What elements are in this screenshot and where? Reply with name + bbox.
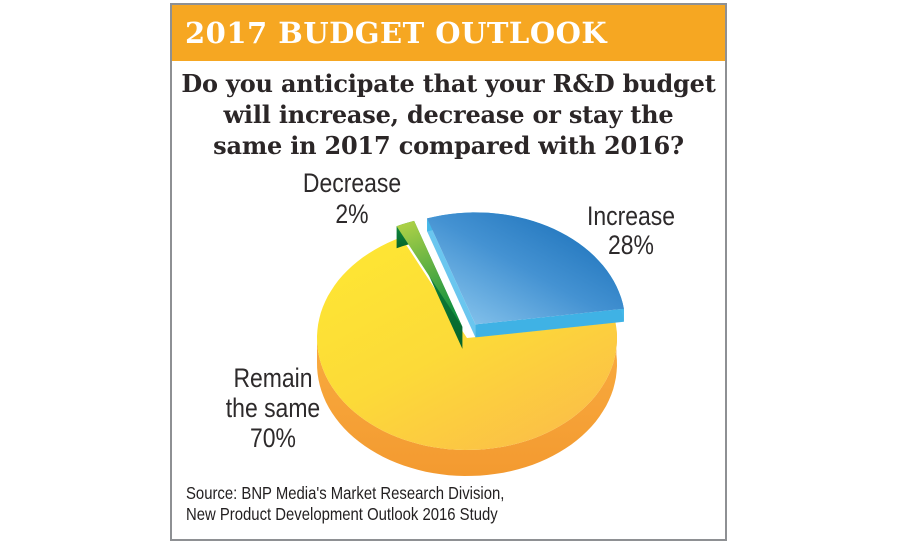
source-line-2: New Product Development Outlook 2016 Stu… [186,504,498,524]
question-line-3: same in 2017 compared with 2016? [213,131,684,160]
panel-header: 2017 BUDGET OUTLOOK [172,5,725,61]
increase-slice-left-face [427,218,476,338]
question-line-2: will increase, decrease or stay the [223,100,674,129]
survey-question: Do you anticipate that your R&D budget w… [172,68,725,161]
label-increase-pct: 28% [608,230,654,260]
question-line-1: Do you anticipate that your R&D budget [181,69,716,98]
increase-slice-front-face [475,308,624,338]
source-line-1: Source: BNP Media's Market Research Divi… [186,483,505,503]
panel-title: 2017 BUDGET OUTLOOK [185,16,608,50]
decrease-slice [396,220,463,327]
label-increase-name: Increase [586,201,676,231]
source-note: Source: BNP Media's Market Research Divi… [186,483,504,525]
remain-slice [317,237,617,450]
label-remain-pct: 70% [250,423,296,453]
label-increase: Increase 28% [567,202,695,260]
label-remain-line2: the same [225,393,321,423]
label-remain-line1: Remain [233,363,313,393]
decrease-slice-wall [414,220,463,349]
label-remain: Remain the same 70% [209,363,337,453]
label-decrease: Decrease 2% [302,168,402,229]
remain-slice-rim [317,328,617,476]
budget-outlook-panel: 2017 BUDGET OUTLOOK Do you anticipate th… [170,3,727,541]
